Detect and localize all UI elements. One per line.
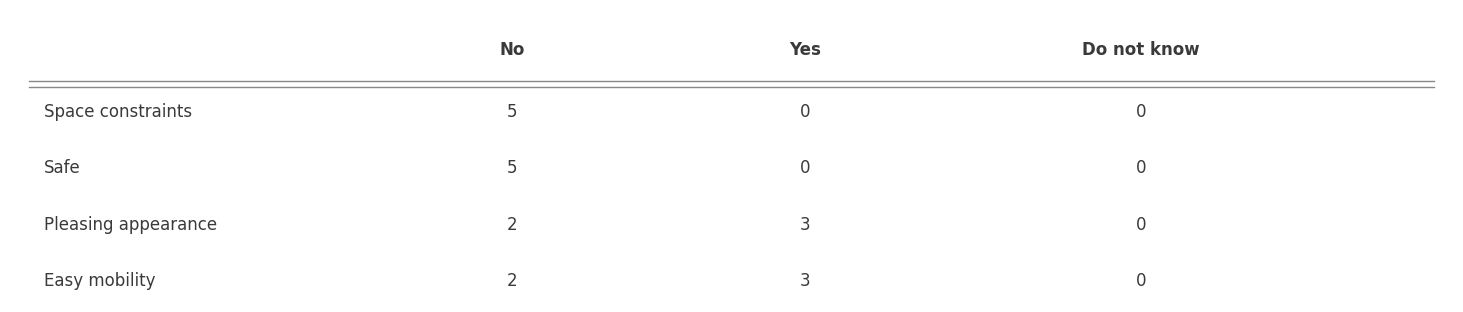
Text: 3: 3 [799,272,811,290]
Text: 0: 0 [1135,159,1147,178]
Text: Yes: Yes [789,41,821,59]
Text: 0: 0 [1135,103,1147,121]
Text: 2: 2 [506,272,518,290]
Text: 5: 5 [506,159,518,178]
Text: 5: 5 [506,103,518,121]
Text: 0: 0 [799,159,811,178]
Text: 3: 3 [799,216,811,234]
Text: Safe: Safe [44,159,80,178]
Text: Pleasing appearance: Pleasing appearance [44,216,217,234]
Text: No: No [499,41,525,59]
Text: Space constraints: Space constraints [44,103,192,121]
Text: 0: 0 [1135,216,1147,234]
Text: 0: 0 [799,103,811,121]
Text: Do not know: Do not know [1083,41,1200,59]
Text: 0: 0 [1135,272,1147,290]
Text: Easy mobility: Easy mobility [44,272,155,290]
Text: 2: 2 [506,216,518,234]
